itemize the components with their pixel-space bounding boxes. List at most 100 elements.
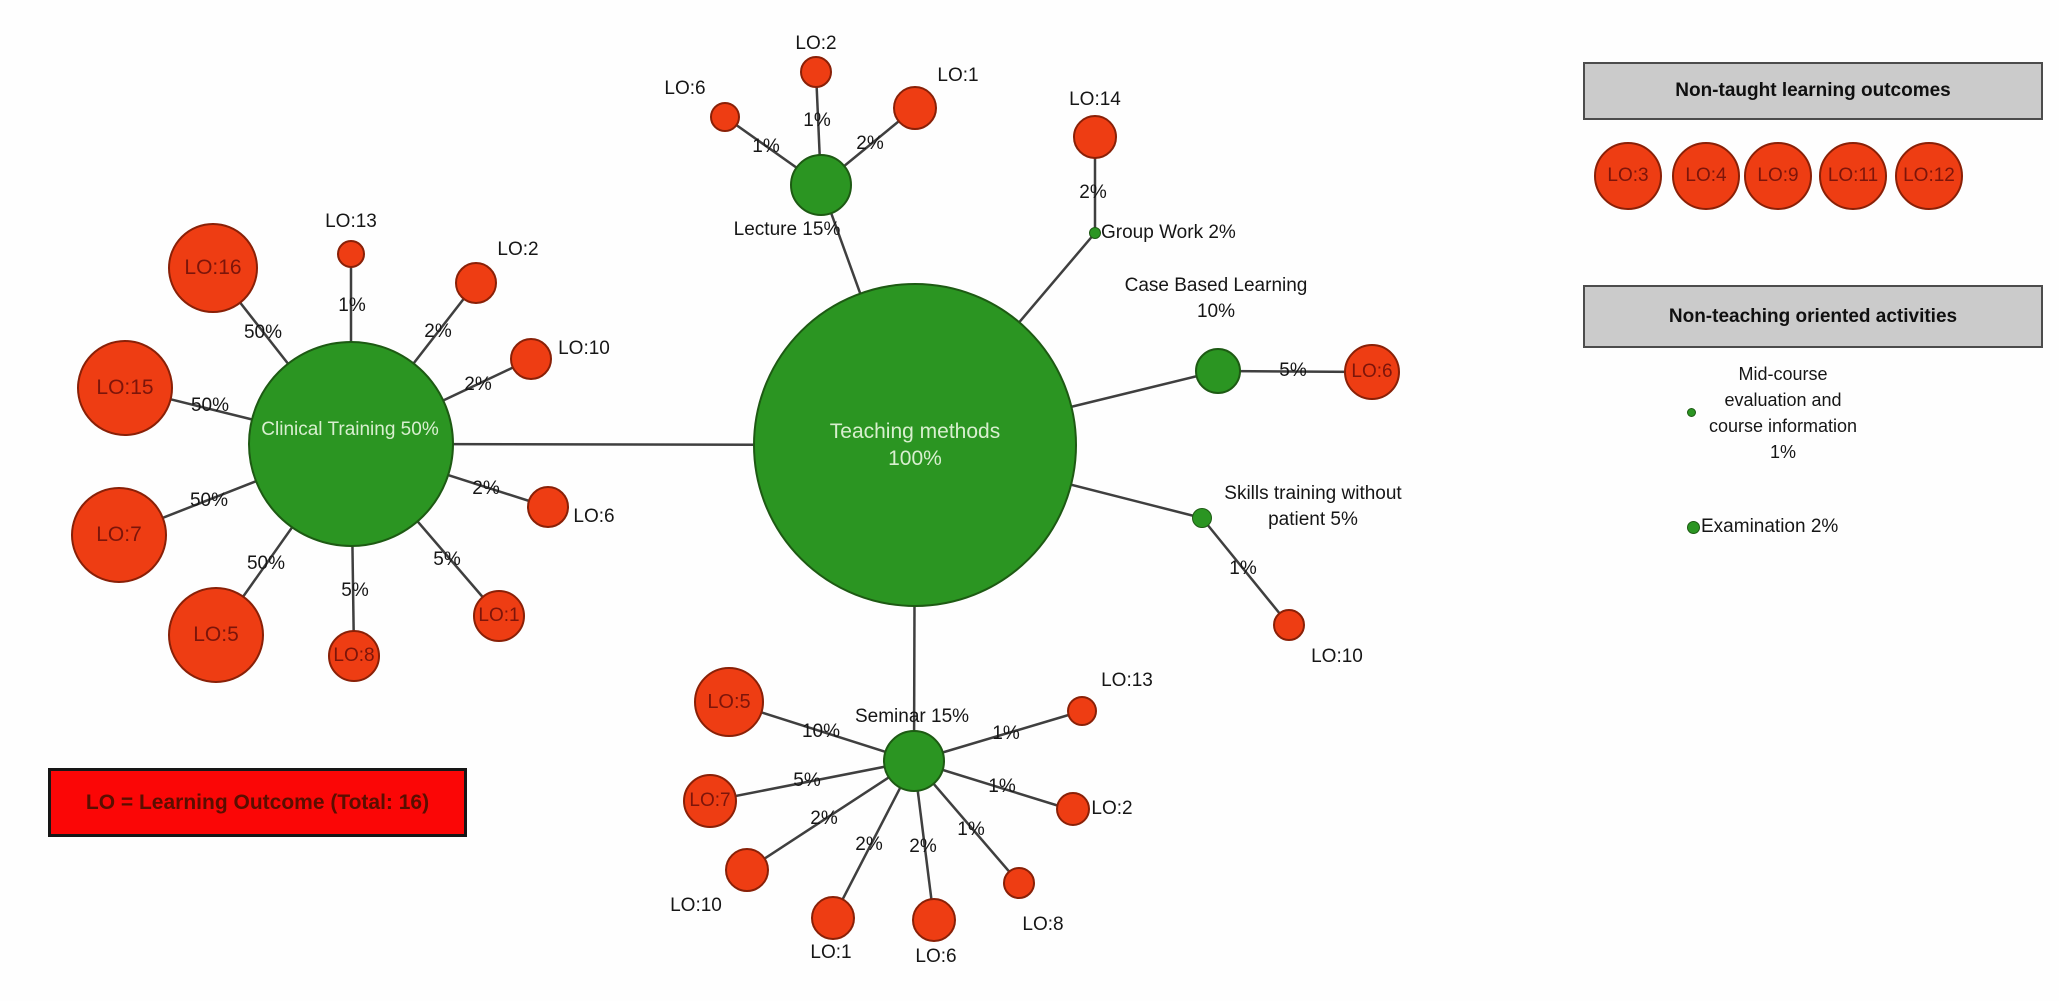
skills-training-label-line2: patient 5% [1268, 509, 1358, 530]
lo-label: LO:6 [664, 78, 706, 99]
lo-circle-clinical-1: LO:1 [473, 590, 525, 642]
examination-label: Examination 2% [1701, 516, 1839, 537]
lo-label: LO:15 [96, 376, 154, 399]
pct-label: 2% [424, 321, 452, 342]
lo-label: LO:3 [1607, 165, 1649, 186]
pct-label: 1% [803, 110, 831, 131]
mid-course-line3: course information [1708, 416, 1858, 436]
lo-label: LO:7 [689, 790, 731, 811]
lo-label: LO:14 [1069, 89, 1121, 110]
mid-course-line4: 1% [1769, 442, 1797, 462]
lo-circle-lecture-2 [800, 56, 832, 88]
clinical-training-label: Clinical Training 50% [261, 419, 439, 440]
pct-label: 5% [433, 549, 461, 570]
lo-label: LO:6 [915, 946, 957, 967]
node-seminar [883, 730, 945, 792]
pct-label: 5% [793, 770, 821, 791]
lo-label: LO:9 [1757, 165, 1799, 186]
lo-label: LO:13 [1101, 670, 1153, 691]
lo-circle-lecture-1 [893, 86, 937, 130]
lo-circle-clinical-6 [527, 486, 569, 528]
pct-label: 50% [246, 553, 286, 574]
lo-label: LO:8 [1022, 914, 1064, 935]
non-teaching-header: Non-teaching oriented activities [1583, 285, 2043, 348]
lo-circle-seminar-8 [1003, 867, 1035, 899]
node-teaching-methods: Teaching methods 100% [753, 283, 1077, 607]
lo-label: LO:6 [573, 506, 615, 527]
lo-circle-casebased-6: LO:6 [1344, 344, 1400, 400]
pct-label: 5% [341, 580, 369, 601]
lo-circle-clinical-7: LO:7 [71, 487, 167, 583]
lo-label: LO:16 [184, 256, 242, 279]
lo-label: LO:2 [1091, 798, 1133, 819]
examination-dot [1687, 521, 1700, 534]
skills-training-label-line1: Skills training without [1224, 483, 1402, 504]
legend-box: LO = Learning Outcome (Total: 16) [48, 768, 467, 837]
case-based-label: Case Based Learning 10% [1125, 273, 1308, 325]
teaching-methods-label-line2: 100% [888, 447, 942, 470]
pct-label: 2% [810, 808, 838, 829]
pct-label: 2% [1079, 182, 1107, 203]
lo-circle-seminar-7: LO:7 [683, 774, 737, 828]
pct-label: 1% [988, 776, 1016, 797]
seminar-label: Seminar 15% [854, 706, 970, 727]
lo-circle-seminar-2 [1056, 792, 1090, 826]
lo-circle-nontaught-3: LO:3 [1594, 142, 1662, 210]
lo-label: LO:11 [1827, 165, 1879, 186]
lo-label: LO:10 [558, 338, 610, 359]
lo-circle-lecture-6 [710, 102, 740, 132]
pct-label: 1% [992, 723, 1020, 744]
node-case-based-learning [1195, 348, 1241, 394]
lo-circle-clinical-2 [455, 262, 497, 304]
skills-training-label: Skills training without patient 5% [1224, 481, 1401, 533]
node-skills-training [1192, 508, 1212, 528]
lo-circle-seminar-10 [725, 848, 769, 892]
teaching-methods-label-line1: Teaching methods [829, 420, 1001, 443]
lecture-label: Lecture 15% [733, 219, 841, 240]
pct-label: 1% [338, 295, 366, 316]
lo-circle-clinical-15: LO:15 [77, 340, 173, 436]
lo-circle-seminar-6 [912, 898, 956, 942]
lo-label: LO:10 [1311, 646, 1363, 667]
lo-label: LO:5 [707, 690, 751, 713]
lo-label: LO:12 [1903, 165, 1955, 186]
lo-circle-nontaught-12: LO:12 [1895, 142, 1963, 210]
mid-course-line1: Mid-course [1738, 364, 1828, 384]
teaching-methods-label: Teaching methods 100% [830, 418, 1000, 472]
lo-label: LO:5 [193, 623, 239, 646]
lo-circle-nontaught-9: LO:9 [1744, 142, 1812, 210]
pct-label: 1% [752, 136, 780, 157]
mid-course-line2: evaluation and [1724, 390, 1842, 410]
lo-circle-seminar-13 [1067, 696, 1097, 726]
node-group-work [1089, 227, 1101, 239]
lo-label: LO:2 [795, 33, 837, 54]
pct-label: 50% [190, 395, 230, 416]
pct-label: 2% [464, 374, 492, 395]
pct-label: 50% [189, 490, 229, 511]
pct-label: 10% [801, 721, 841, 742]
lo-label: LO:13 [325, 211, 377, 232]
pct-label: 50% [243, 322, 283, 343]
non-taught-title: Non-taught learning outcomes [1675, 80, 1951, 101]
lo-circle-seminar-5: LO:5 [694, 667, 764, 737]
pct-label: 1% [1229, 558, 1257, 579]
pct-label: 2% [855, 834, 883, 855]
node-lecture [790, 154, 852, 216]
lo-circle-clinical-5: LO:5 [168, 587, 264, 683]
mid-course-dot [1687, 408, 1696, 417]
non-taught-header: Non-taught learning outcomes [1583, 62, 2043, 120]
lo-label: LO:1 [937, 65, 979, 86]
lo-circle-clinical-13 [337, 240, 365, 268]
case-based-label-line1: Case Based Learning [1124, 275, 1308, 296]
pct-label: 1% [957, 819, 985, 840]
lo-circle-seminar-1 [811, 896, 855, 940]
lo-label: LO:6 [1351, 361, 1393, 382]
pct-label: 5% [1279, 360, 1307, 381]
lo-label: LO:2 [497, 239, 539, 260]
mid-course-label: Mid-course evaluation and course informa… [1709, 361, 1857, 465]
lo-circle-nontaught-11: LO:11 [1819, 142, 1887, 210]
lo-circle-clinical-16: LO:16 [168, 223, 258, 313]
pct-label: 2% [472, 478, 500, 499]
lo-circle-skills-10 [1273, 609, 1305, 641]
case-based-label-line2: 10% [1196, 301, 1236, 322]
